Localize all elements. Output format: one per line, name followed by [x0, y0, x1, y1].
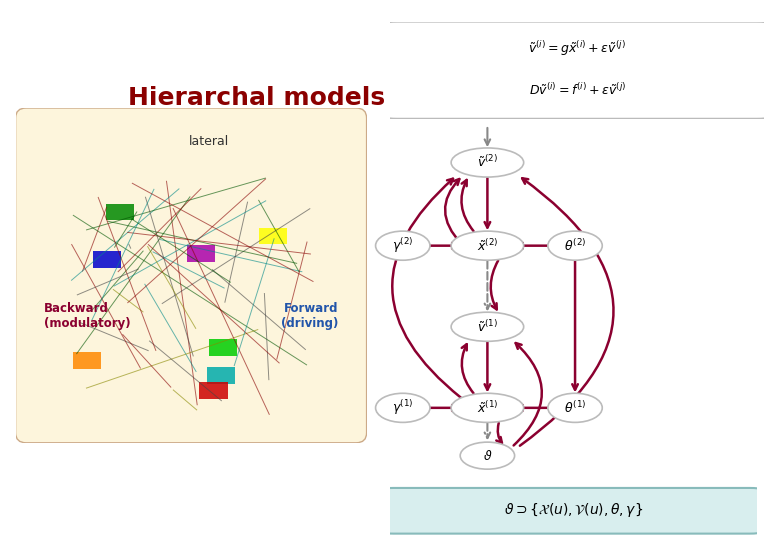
Text: Forward
(driving): Forward (driving)	[281, 301, 339, 329]
Bar	[200, 382, 228, 399]
Text: $\vartheta$: $\vartheta$	[483, 449, 492, 463]
Ellipse shape	[451, 231, 523, 260]
Bar	[187, 245, 215, 262]
Text: lateral: lateral	[189, 135, 229, 148]
Text: $\gamma^{(2)}$: $\gamma^{(2)}$	[392, 236, 413, 255]
Ellipse shape	[376, 393, 430, 422]
Ellipse shape	[376, 231, 430, 260]
Text: $\vartheta \supset \{\mathcal{X}(u), \mathcal{V}(u), \theta, \gamma\}$: $\vartheta \supset \{\mathcal{X}(u), \ma…	[504, 501, 643, 519]
Bar	[209, 339, 237, 356]
FancyBboxPatch shape	[379, 22, 775, 119]
Text: $D\tilde{v}^{(i)} = f^{(i)} + \varepsilon \tilde{v}^{(j)}$: $D\tilde{v}^{(i)} = f^{(i)} + \varepsilo…	[529, 82, 626, 98]
Bar	[207, 367, 235, 384]
Bar	[259, 227, 287, 244]
FancyBboxPatch shape	[16, 108, 367, 443]
Text: Backward
(modulatory): Backward (modulatory)	[44, 301, 130, 329]
Text: $\tilde{x}^{(2)}$: $\tilde{x}^{(2)}$	[477, 238, 498, 254]
Ellipse shape	[548, 231, 602, 260]
Text: Hierarchal models in the brain: Hierarchal models in the brain	[128, 85, 558, 110]
Text: $\theta^{(2)}$: $\theta^{(2)}$	[564, 238, 587, 254]
Ellipse shape	[460, 442, 515, 469]
Text: $\tilde{v}^{(2)}$: $\tilde{v}^{(2)}$	[477, 154, 498, 171]
Text: $\tilde{v}^{(i)} = g\tilde{x}^{(i)} + \varepsilon \tilde{v}^{(j)}$: $\tilde{v}^{(i)} = g\tilde{x}^{(i)} + \v…	[528, 39, 626, 58]
Text: $\gamma^{(1)}$: $\gamma^{(1)}$	[392, 399, 413, 417]
Ellipse shape	[548, 393, 602, 422]
Bar	[106, 204, 134, 220]
Text: $\tilde{v}^{(1)}$: $\tilde{v}^{(1)}$	[477, 319, 498, 335]
Bar	[93, 251, 121, 268]
Ellipse shape	[451, 148, 523, 177]
FancyBboxPatch shape	[383, 488, 760, 534]
Text: $\tilde{x}^{(1)}$: $\tilde{x}^{(1)}$	[477, 400, 498, 416]
Ellipse shape	[451, 393, 523, 422]
Ellipse shape	[451, 312, 523, 341]
Text: $\theta^{(1)}$: $\theta^{(1)}$	[564, 400, 587, 416]
Bar	[73, 352, 101, 369]
